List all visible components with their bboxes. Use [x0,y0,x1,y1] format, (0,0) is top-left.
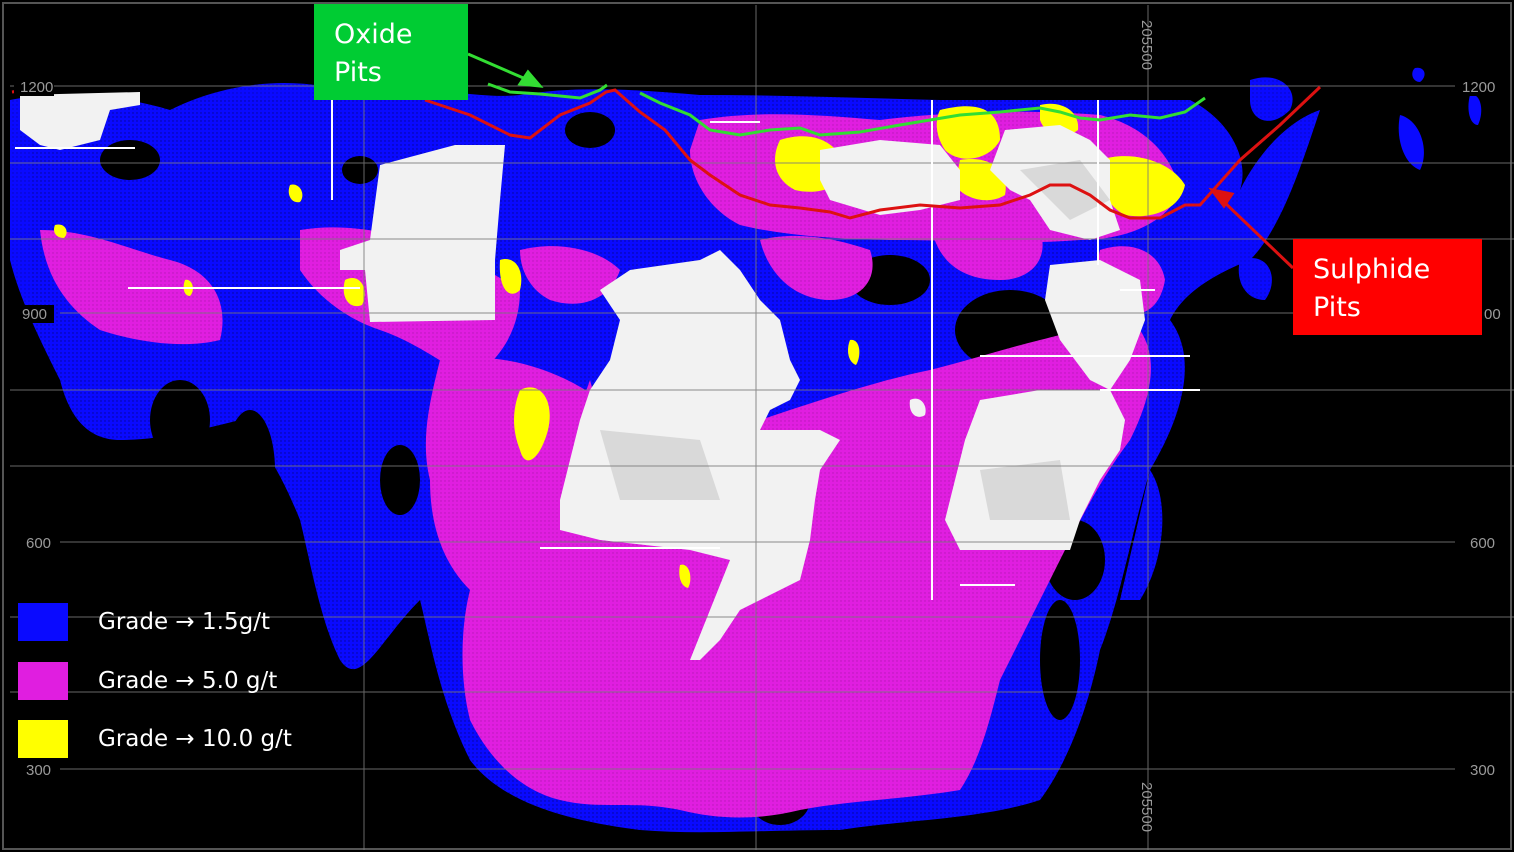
legend-swatch-yellow [18,720,68,758]
grid [10,5,1514,850]
oxide-pit-line [487,82,608,100]
sulphide-callout-arrow [1208,187,1295,270]
tick-right-300: 300 [1470,762,1495,779]
tick-left-900: 900 [22,306,47,323]
sulphide-pit-line [424,85,1322,220]
sulphide-label-line1: Sulphide [1313,254,1431,285]
legend-item-high: Grade → 10.0 g/t [18,720,292,758]
oxide-pit-line-east [639,91,1206,137]
legend-swatch-blue [18,603,68,641]
legend-swatch-magenta [18,662,68,700]
tick-right-1200: 1200 [1462,79,1495,96]
tick-easting-top: 205500 [1138,20,1155,70]
shading [600,160,1110,520]
tick-right-900: 00 [1484,306,1501,323]
legend-item-mid: Grade → 5.0 g/t [18,662,277,700]
tick-left-300: 300 [26,762,51,779]
tick-right-600: 600 [1470,535,1495,552]
oxide-label-line2: Pits [334,57,382,88]
legend-label-mid: Grade → 5.0 g/t [98,668,278,694]
tick-left-600: 600 [26,535,51,552]
drillhole-traces [15,100,1200,600]
sulphide-pits-callout: Sulphide Pits [1293,239,1482,335]
oxide-callout-arrow [467,52,544,88]
oxide-label-line1: Oxide [334,19,413,50]
legend-label-low: Grade → 1.5g/t [98,609,270,635]
tick-easting-bottom: 205500 [1138,782,1155,832]
oxide-pits-callout: Oxide Pits [314,4,468,100]
tick-left-1200: 1200 [20,79,53,96]
legend-label-high: Grade → 10.0 g/t [98,726,292,752]
sulphide-label-line2: Pits [1313,292,1361,323]
legend-item-low: Grade → 1.5g/t [18,603,270,641]
elevation-ticks-right: 1200 00 600 300 [1458,78,1510,779]
elevation-ticks-left: 1200 900 600 300 [14,78,54,779]
